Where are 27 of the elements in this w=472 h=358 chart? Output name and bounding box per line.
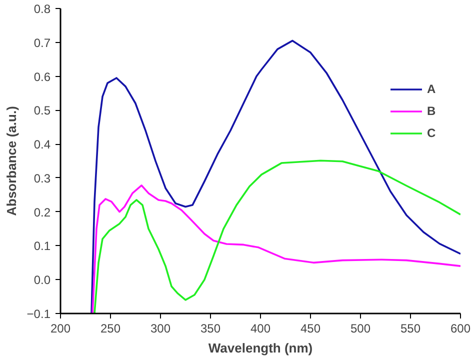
y-tick-label: 0.8 <box>34 2 51 16</box>
x-tick-label: 200 <box>50 322 71 336</box>
x-tick-label: 400 <box>250 322 271 336</box>
x-tick-label: 350 <box>200 322 221 336</box>
y-tick-label: −0.1 <box>26 307 51 321</box>
legend-label: A <box>427 82 437 96</box>
y-tick-label: 0.3 <box>34 171 51 186</box>
legend-label: C <box>427 126 437 140</box>
y-axis-title: Absorbance (a.u.) <box>4 106 19 216</box>
legend-label: B <box>427 104 437 118</box>
x-tick-label: 500 <box>350 322 371 336</box>
y-tick-label: 0.4 <box>34 138 51 152</box>
y-tick-label: 0.7 <box>34 36 51 50</box>
line-series <box>94 160 460 314</box>
y-tick-label: 0.2 <box>34 205 51 220</box>
y-tick-label: 0.6 <box>34 70 51 84</box>
x-tick-label: 600 <box>450 322 471 336</box>
x-tick-label: 250 <box>100 322 121 336</box>
x-tick-label: 450 <box>300 322 321 336</box>
x-tick-label: 300 <box>150 322 171 336</box>
y-tick-label: 0.0 <box>34 273 51 288</box>
x-axis-title: Wavelength (nm) <box>208 340 313 356</box>
y-tick-label: 0.5 <box>34 104 51 118</box>
y-tick-label: 0.1 <box>34 239 51 254</box>
line-series <box>92 184 460 314</box>
x-tick-label: 550 <box>400 322 421 336</box>
line-series <box>90 40 460 314</box>
